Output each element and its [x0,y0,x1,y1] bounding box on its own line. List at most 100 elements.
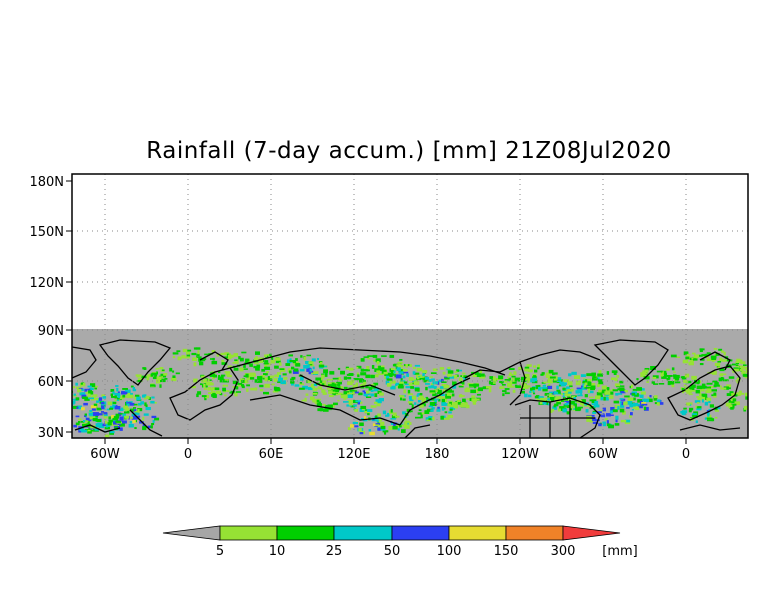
colorbar-upper-arrow [562,525,621,541]
rain-cell [615,418,618,423]
rain-cell [111,401,114,405]
rain-cell [142,426,147,431]
rain-cell [109,431,115,434]
rain-cell [457,402,461,405]
rain-cell [732,363,736,366]
rain-cell [204,397,207,401]
rain-cell [112,391,115,395]
rain-cell [254,379,259,383]
rain-cell [718,385,722,388]
rain-cell [590,385,596,389]
rain-cell [291,366,295,370]
rain-cell [306,367,312,372]
rain-cell [119,427,123,431]
rain-cell [472,373,478,378]
rain-cell [606,420,609,425]
rain-cell [571,371,577,375]
rain-cell [225,372,230,376]
rain-cell [545,402,548,405]
rain-cell [696,385,703,390]
rain-cell [221,362,228,365]
rain-cell [240,357,244,362]
rain-cell [610,377,617,380]
rain-cell [431,407,435,410]
rain-cell [594,395,601,400]
rain-cell [391,367,395,370]
rain-cell [374,401,379,404]
rain-cell [566,411,570,415]
rain-cell [615,415,619,420]
rain-cell [205,395,210,399]
rain-cell [266,354,272,357]
rain-cell [172,370,175,373]
rain-cell [416,374,422,377]
rain-cell [431,378,435,381]
rain-cell [636,378,639,381]
rain-cell [620,398,626,401]
rain-cell [552,372,558,375]
rain-cell [726,387,729,389]
rain-cell [704,401,709,406]
rain-cell [482,386,489,390]
rain-cell [263,362,269,365]
rain-cell [713,392,717,396]
rain-cell [133,407,136,409]
rain-cell [390,370,396,374]
rain-cell [489,376,493,380]
rain-cell [739,359,743,362]
rain-cell [203,388,208,390]
rain-cell [654,402,658,405]
rain-cell [434,399,437,403]
rain-cell [104,434,110,438]
rain-cell [312,366,315,370]
rain-cell [524,366,530,369]
rain-cell [741,370,746,375]
rain-cell [445,396,451,399]
rain-cell [411,378,417,381]
rain-cell [504,392,510,395]
rain-cell [544,392,551,395]
rain-cell [564,393,569,397]
rain-cell [226,374,232,378]
rain-cell [418,409,422,411]
rain-cell [432,393,438,397]
rain-cell [357,374,360,378]
rain-cell [87,432,91,434]
rain-cell [88,397,94,400]
rain-cell [319,407,323,412]
rain-cell [734,401,740,405]
rain-cell [322,392,327,395]
rain-cell [534,369,538,373]
rain-cell [514,377,520,382]
lat-tick-label: 90N [38,324,64,339]
rain-cell [211,387,217,391]
rain-cell [736,377,741,381]
rain-cell [532,388,535,393]
rain-cell [425,386,428,391]
rain-cell [469,384,474,387]
rain-cell [591,414,595,417]
rain-cell [681,410,688,414]
rain-cell [406,373,409,377]
rain-cell [379,392,384,396]
rain-cell [627,400,633,405]
rain-cell [390,418,396,420]
rain-cell [548,369,554,374]
rain-cell [486,386,492,389]
rain-cell [392,364,396,367]
rain-cell [228,354,234,358]
rain-cell [410,386,414,389]
rain-cell [224,356,229,359]
rain-cell [586,373,593,377]
colorbar-label: 50 [384,544,401,559]
rain-cell [223,379,229,383]
rain-cell [430,372,437,374]
rain-cell [78,421,81,424]
rain-cell [661,375,667,379]
rain-cell [429,376,433,378]
rain-cell [87,391,94,395]
rain-cell [305,393,309,396]
rain-cell [710,355,717,359]
colorbar-segment [333,525,393,541]
rain-cell [548,381,553,384]
